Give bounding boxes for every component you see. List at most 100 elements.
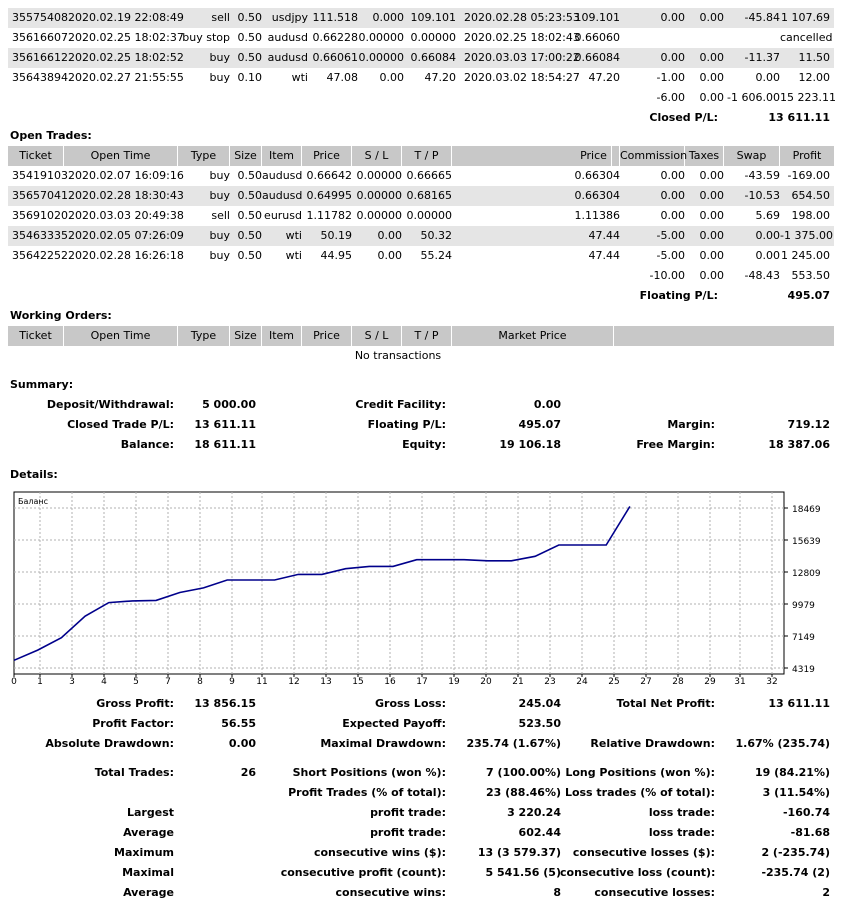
open-cell-size: 0.50 bbox=[237, 229, 263, 242]
open-cell-taxes: 0.00 bbox=[699, 209, 725, 222]
open-cell-profit: 198.00 bbox=[791, 209, 831, 222]
maximal-cons-loss-label: consecutive loss (count): bbox=[560, 866, 716, 879]
working-orders-title: Working Orders: bbox=[10, 309, 112, 322]
chart-x-tick-label: 1 bbox=[37, 677, 43, 686]
open-cell-taxes: 0.00 bbox=[699, 229, 725, 242]
open-cell-price: 1.11782 bbox=[306, 209, 353, 222]
col-profit: Profit bbox=[792, 149, 822, 162]
open-cell-sl: 0.00000 bbox=[356, 189, 403, 202]
closed-trade-row: 35575408 2020.02.19 22:08:49 sell 0.50 usdjp… bbox=[8, 8, 834, 28]
closed-trade-pl-label: Closed Trade P/L: bbox=[67, 418, 174, 431]
open-cell-taxes: 0.00 bbox=[699, 189, 725, 202]
col-open-time: Open Time bbox=[64, 146, 178, 166]
open-cell-ticket: 35657041 bbox=[12, 189, 68, 202]
chart-y-tick-label: 4319 bbox=[792, 665, 815, 675]
maximal-drawdown-label: Maximal Drawdown: bbox=[320, 737, 446, 750]
profit-factor-value: 56.55 bbox=[221, 717, 256, 730]
chart-x-tick-label: 19 bbox=[448, 677, 460, 686]
open-cell-commission: -5.00 bbox=[656, 249, 685, 262]
chart-x-tick-label: 12 bbox=[288, 677, 299, 686]
closed-cell-price: 47.08 bbox=[326, 71, 359, 84]
closed-cell-item: wti bbox=[291, 71, 308, 84]
open-cell-item: eurusd bbox=[264, 209, 302, 222]
open-cell-commission: 0.00 bbox=[660, 189, 686, 202]
largest-label: Largest bbox=[127, 806, 174, 819]
open-cell-item: audusd bbox=[262, 169, 303, 182]
closed-cell-item: usdjpy bbox=[271, 11, 308, 24]
closed-cell-price: 0.66228 bbox=[312, 31, 359, 44]
floating-pl-value: 495.07 bbox=[787, 289, 830, 302]
chart-x-tick-label: 24 bbox=[576, 677, 588, 686]
open-cell-sl: 0.00000 bbox=[356, 209, 403, 222]
open-total-commission: -10.00 bbox=[649, 269, 685, 282]
long-positions-label: Long Positions (won %): bbox=[565, 766, 715, 779]
closed-cell-profit: 1 107.69 bbox=[781, 11, 830, 24]
open-cell-sl: 0.00000 bbox=[356, 169, 403, 182]
col-taxes: Taxes bbox=[685, 146, 724, 166]
closed-cell-close-time: 2020.03.03 17:00:22 bbox=[464, 51, 580, 64]
maximal-label: Maximal bbox=[122, 866, 174, 879]
open-cell-taxes: 0.00 bbox=[699, 249, 725, 262]
col-swap: Swap bbox=[724, 146, 780, 166]
credit-label: Credit Facility: bbox=[355, 398, 446, 411]
margin-label: Margin: bbox=[667, 418, 715, 431]
open-cell-commission: -5.00 bbox=[656, 229, 685, 242]
chart-x-tick-label: 4 bbox=[101, 677, 107, 686]
col-item: Item bbox=[262, 146, 302, 166]
open-cell-sl: 0.00 bbox=[377, 229, 403, 242]
open-trade-row: 35642252 2020.02.28 16:26:18 buy 0.50 wti 44.… bbox=[8, 246, 834, 266]
open-cell-type: buy bbox=[209, 169, 230, 182]
open-cell-open-time: 2020.02.05 07:26:09 bbox=[68, 229, 184, 242]
maximal-drawdown-value: 235.74 (1.67%) bbox=[466, 737, 562, 750]
closed-cell-tp: 0.66084 bbox=[410, 51, 457, 64]
working-empty-row: No transactions bbox=[8, 346, 834, 366]
open-cell-tp: 0.66665 bbox=[406, 169, 453, 182]
chart-x-tick-label: 8 bbox=[197, 677, 203, 686]
col-tp: T / P bbox=[402, 146, 452, 166]
open-cell-swap: 0.00 bbox=[755, 249, 781, 262]
relative-drawdown-label: Relative Drawdown: bbox=[590, 737, 715, 750]
wcol-tp: T / P bbox=[402, 326, 452, 346]
open-cell-type: buy bbox=[209, 189, 230, 202]
closed-cell-profit: 12.00 bbox=[798, 71, 831, 84]
margin-value: 719.12 bbox=[787, 418, 830, 431]
col-type: Type bbox=[178, 146, 230, 166]
closed-cell-close-price: 0.66084 bbox=[574, 51, 621, 64]
open-cell-price2: 0.66304 bbox=[574, 189, 621, 202]
profit-trades-label: Profit Trades (% of total): bbox=[288, 786, 446, 799]
chart-x-tick-label: 11 bbox=[256, 677, 267, 686]
average-loss-label: loss trade: bbox=[648, 826, 715, 839]
closed-cell-ticket: 35616607 bbox=[12, 31, 68, 44]
chart-x-tick-label: 16 bbox=[384, 677, 396, 686]
closed-cell-close-price: 47.20 bbox=[588, 71, 621, 84]
closed-cell-sl: 0.00 bbox=[379, 71, 405, 84]
open-total-swap: -48.43 bbox=[744, 269, 780, 282]
closed-cell-item: audusd bbox=[267, 51, 308, 64]
gross-loss-value: 245.04 bbox=[518, 697, 561, 710]
closed-pl-value: 13 611.11 bbox=[768, 111, 830, 124]
closed-cell-close-price: 109.101 bbox=[574, 11, 621, 24]
closed-total-taxes: 0.00 bbox=[699, 91, 725, 104]
credit-value: 0.00 bbox=[533, 398, 561, 411]
chart-y-tick-label: 9979 bbox=[792, 601, 815, 611]
open-cell-type: buy bbox=[209, 229, 230, 242]
chart-x-tick-label: 3 bbox=[69, 677, 75, 686]
closed-cell-ticket: 35616612 bbox=[12, 51, 68, 64]
closed-trade-row: 35616607 2020.02.25 18:02:37 buy stop 0.50 a… bbox=[8, 28, 834, 48]
absolute-drawdown-value: 0.00 bbox=[228, 737, 256, 750]
chart-x-tick-label: 28 bbox=[672, 677, 684, 686]
largest-loss-label: loss trade: bbox=[648, 806, 715, 819]
col-price2: Price bbox=[568, 146, 620, 166]
chart-x-tick-label: 13 bbox=[320, 677, 331, 686]
closed-cell-size: 0.50 bbox=[237, 31, 263, 44]
closed-cell-ticket: 35643894 bbox=[12, 71, 68, 84]
closed-total-profit: 15 223.11 bbox=[780, 91, 836, 104]
closed-cell-size: 0.50 bbox=[237, 51, 263, 64]
chart-x-tick-label: 17 bbox=[416, 677, 427, 686]
closed-cell-close-time: 2020.03.02 18:54:27 bbox=[464, 71, 580, 84]
chart-y-tick-label: 7149 bbox=[792, 633, 815, 643]
wcol-market-price: Market Price bbox=[452, 326, 614, 346]
closed-pl-row: Closed P/L: 13 611.11 bbox=[8, 108, 834, 128]
wcol-ticket: Ticket bbox=[8, 326, 64, 346]
